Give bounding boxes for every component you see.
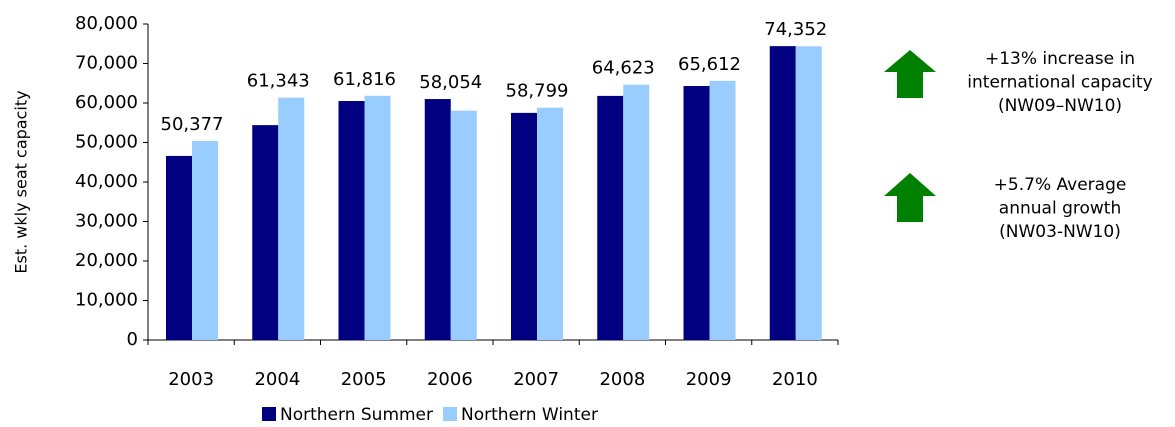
x-tick-label: 2003 — [168, 369, 214, 390]
bar — [597, 95, 624, 340]
data-label: 58,054 — [419, 72, 482, 93]
x-tick-label: 2008 — [599, 369, 645, 390]
data-label: 50,377 — [161, 114, 224, 135]
legend-label: Northern Summer — [280, 405, 433, 425]
x-tick-label: 2007 — [513, 369, 559, 390]
bar — [364, 95, 391, 340]
bar — [278, 97, 305, 340]
annotation: international capacity — [967, 73, 1152, 93]
y-tick-label: 0 — [127, 329, 138, 350]
data-label: 58,799 — [506, 81, 569, 102]
y-tick-label: 40,000 — [75, 171, 138, 192]
bar — [709, 80, 736, 340]
legend-swatch — [443, 407, 458, 421]
annotation: (NW09–NW10) — [998, 96, 1122, 116]
data-label: 64,623 — [592, 58, 655, 79]
y-tick-label: 70,000 — [75, 53, 138, 74]
legend-label: Northern Winter — [461, 405, 598, 425]
x-tick-label: 2005 — [341, 369, 387, 390]
y-tick-label: 60,000 — [75, 92, 138, 113]
y-tick-label: 20,000 — [75, 250, 138, 271]
bar — [537, 107, 563, 340]
x-tick-label: 2006 — [427, 369, 473, 390]
legend-swatch — [262, 407, 276, 421]
bar — [192, 141, 218, 340]
data-label: 74,352 — [764, 19, 827, 40]
bar — [450, 110, 477, 340]
annotation: (NW03-NW10) — [999, 222, 1121, 242]
bar — [252, 125, 279, 341]
bar — [683, 86, 710, 340]
data-label: 61,816 — [333, 69, 396, 90]
bar — [424, 99, 451, 340]
bar — [795, 46, 822, 340]
annotation: annual growth — [999, 199, 1121, 219]
y-tick-label: 10,000 — [75, 290, 138, 311]
y-axis-title: Est. wkly seat capacity — [12, 90, 31, 273]
bar — [623, 84, 650, 340]
y-tick-label: 80,000 — [75, 13, 138, 34]
annotation: +13% increase in — [985, 49, 1135, 69]
bar — [338, 101, 365, 341]
bar — [166, 155, 192, 340]
y-tick-label: 50,000 — [75, 132, 138, 153]
data-label: 61,343 — [247, 71, 310, 92]
y-tick-label: 30,000 — [75, 211, 138, 232]
x-tick-label: 2010 — [772, 369, 818, 390]
arrow-icon — [884, 50, 936, 98]
bar — [769, 46, 796, 341]
arrow-icon — [884, 173, 936, 222]
bar — [511, 112, 537, 340]
x-tick-label: 2004 — [254, 369, 300, 390]
x-tick-label: 2009 — [686, 369, 732, 390]
data-label: 65,612 — [678, 54, 741, 75]
annotation: +5.7% Average — [994, 175, 1127, 195]
